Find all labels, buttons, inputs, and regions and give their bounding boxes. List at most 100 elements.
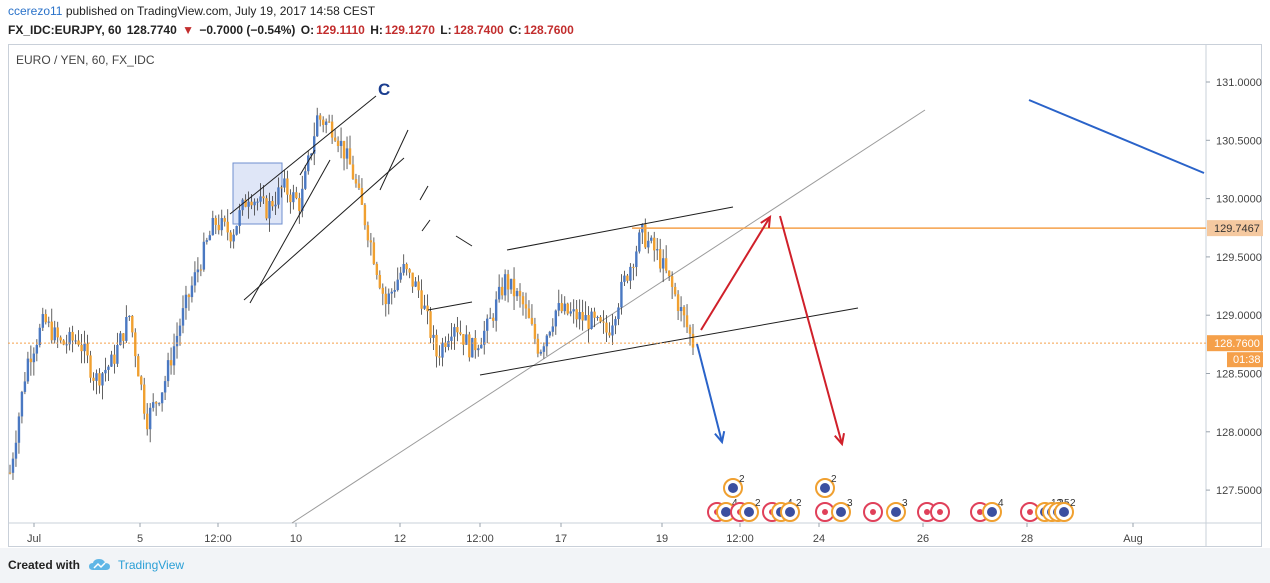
candle-body xyxy=(632,266,635,268)
candle-body xyxy=(154,402,158,404)
candle-body xyxy=(384,293,387,305)
close-label: C: xyxy=(509,23,522,37)
event-count: 2 xyxy=(755,498,761,509)
candle-body xyxy=(304,171,307,189)
candle-body xyxy=(29,358,33,363)
candle-body xyxy=(74,340,77,342)
pattern-line xyxy=(419,185,429,201)
candle-body xyxy=(405,264,408,270)
candle-body xyxy=(465,334,468,345)
candle-body xyxy=(116,345,119,364)
event-marker-icon[interactable]: 3 xyxy=(831,498,853,522)
event-marker-icon[interactable]: 2 xyxy=(780,498,802,522)
candle-body xyxy=(638,232,641,252)
event-marker-icon[interactable]: 2 xyxy=(1054,498,1076,522)
x-tick-label: 28 xyxy=(1021,533,1033,545)
candle-body xyxy=(435,334,438,357)
event-marker-icon[interactable]: 4 xyxy=(716,498,738,522)
candle-body xyxy=(184,294,188,309)
price-change: −0.7000 (−0.54%) xyxy=(199,23,296,37)
candle-body xyxy=(650,237,653,241)
pattern-line xyxy=(479,307,859,376)
event-marker-icon[interactable] xyxy=(930,502,950,522)
candle-body xyxy=(104,369,107,374)
candle-body xyxy=(199,269,203,271)
event-marker-icon[interactable]: 2 xyxy=(815,474,837,498)
candle-body xyxy=(26,358,30,382)
x-tick-label: 19 xyxy=(656,533,668,545)
candle-body xyxy=(86,343,89,356)
candle-body xyxy=(357,183,361,189)
candle-body xyxy=(420,290,423,309)
pattern-line xyxy=(506,206,734,251)
candle-body xyxy=(408,269,411,273)
candle-body xyxy=(271,200,274,207)
candle-body xyxy=(32,353,36,363)
low-value: 128.7400 xyxy=(453,23,504,37)
candle-body xyxy=(605,322,608,333)
candle-body xyxy=(119,333,122,346)
candle-body xyxy=(462,334,465,345)
author-link[interactable]: ccerezo11 xyxy=(8,4,63,18)
event-marker-icon[interactable] xyxy=(863,502,883,522)
event-marker-icon[interactable]: 2 xyxy=(739,498,761,522)
high-label: H: xyxy=(370,23,383,37)
candle-body xyxy=(629,266,632,281)
pattern-line xyxy=(421,219,431,232)
candle-body xyxy=(241,199,244,211)
candle-body xyxy=(217,224,220,231)
candle-body xyxy=(92,377,95,381)
candle-body xyxy=(292,192,295,203)
candle-body xyxy=(277,187,280,205)
candle-body xyxy=(474,337,477,351)
price-chart[interactable]: 127.5000 128.0000 128.5000 129.0000 129.5000… xyxy=(0,0,1270,548)
candle-body xyxy=(56,327,59,338)
candle-body xyxy=(268,200,271,219)
candle-body xyxy=(536,338,540,354)
candle-body xyxy=(274,204,277,207)
pattern-line xyxy=(243,157,405,301)
quote-line: FX_IDC:EURJPY, 60 128.7740 ▼ −0.7000 (−0… xyxy=(8,23,576,37)
candle-body xyxy=(342,140,346,159)
candle-body xyxy=(345,148,349,159)
candle-body xyxy=(447,340,450,348)
candle-body xyxy=(497,286,501,300)
candle-body xyxy=(140,376,143,385)
countdown-label: 01:38 xyxy=(1233,354,1261,366)
candle-body xyxy=(62,340,65,345)
event-marker-icon[interactable]: 2 xyxy=(723,474,745,498)
candle-body xyxy=(378,274,382,288)
candle-body xyxy=(444,342,447,348)
low-label: L: xyxy=(440,23,452,37)
candle-body xyxy=(602,321,605,323)
candle-body xyxy=(521,296,525,305)
candle-body xyxy=(539,351,543,354)
candle-body xyxy=(259,196,262,202)
y-tick-label: 127.5000 xyxy=(1216,485,1262,497)
candle-body xyxy=(402,264,405,273)
candle-body xyxy=(187,294,191,298)
candle-body xyxy=(560,303,563,312)
candle-body xyxy=(95,373,98,381)
pattern-line xyxy=(229,95,377,215)
candle-body xyxy=(8,472,12,474)
candle-body xyxy=(220,218,223,231)
event-count: 2 xyxy=(796,498,802,509)
event-marker-icon[interactable]: 3 xyxy=(886,498,908,522)
tradingview-link[interactable]: TradingView xyxy=(118,558,185,572)
candle-body xyxy=(599,317,602,322)
chart-area[interactable] xyxy=(8,44,1262,547)
candle-body xyxy=(83,343,86,352)
event-marker-icon[interactable] xyxy=(815,502,835,522)
candle-body xyxy=(360,188,364,205)
event-marker-icon[interactable]: 4 xyxy=(982,498,1004,522)
open-value: 129.1110 xyxy=(316,23,365,37)
candle-body xyxy=(157,403,161,405)
candle-body xyxy=(411,272,414,287)
candle-body xyxy=(20,391,24,417)
pattern-line xyxy=(299,149,316,176)
candle-body xyxy=(134,332,137,357)
candle-body xyxy=(11,458,15,473)
candle-body xyxy=(223,218,226,222)
candle-body xyxy=(548,331,552,336)
